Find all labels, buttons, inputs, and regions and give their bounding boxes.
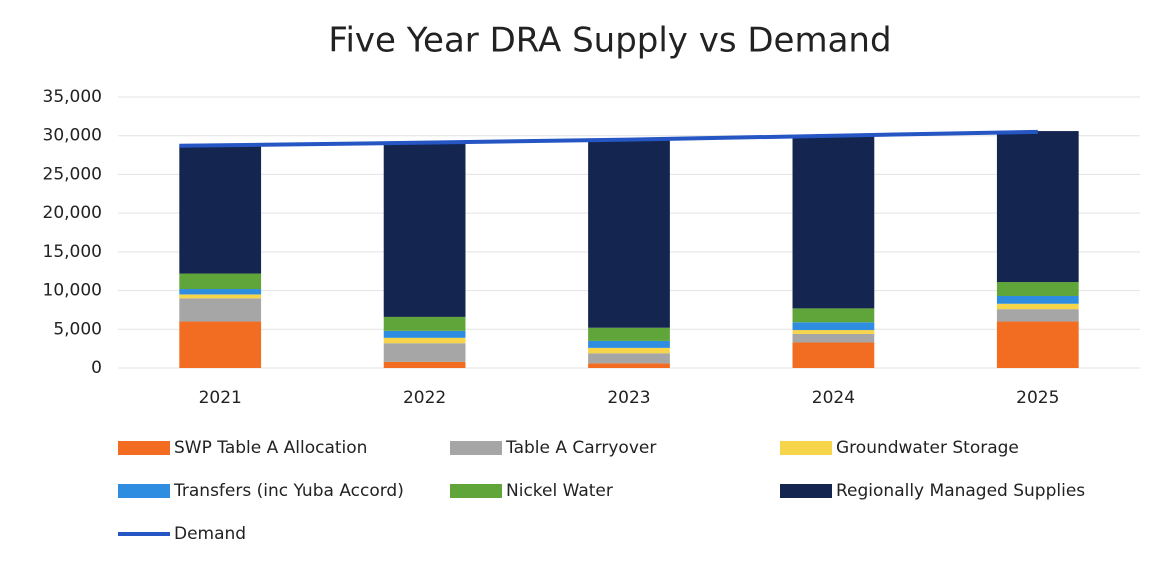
bar-segment bbox=[588, 347, 670, 354]
x-tick-label: 2023 bbox=[607, 388, 650, 408]
x-tick-label: 2022 bbox=[403, 388, 446, 408]
legend-swatch bbox=[118, 441, 170, 455]
bar-segment bbox=[383, 337, 466, 344]
bar-segment bbox=[792, 135, 875, 309]
bar-segment bbox=[792, 333, 875, 343]
bar-segment bbox=[996, 321, 1079, 368]
legend-label: Groundwater Storage bbox=[836, 438, 1019, 458]
bar-segment bbox=[996, 295, 1079, 304]
legend-swatch bbox=[118, 484, 170, 498]
bar-segment bbox=[383, 330, 466, 338]
legend-swatch bbox=[780, 441, 832, 455]
bar-segment bbox=[588, 363, 670, 368]
x-tick-label: 2021 bbox=[199, 388, 242, 408]
x-tick-label: 2025 bbox=[1016, 388, 1059, 408]
bar-segment bbox=[179, 321, 262, 368]
legend-label: Transfers (inc Yuba Accord) bbox=[173, 481, 404, 501]
y-tick-label: 15,000 bbox=[43, 242, 102, 262]
bar-segment bbox=[996, 282, 1079, 296]
bar-segment bbox=[792, 330, 875, 334]
bar-segment bbox=[588, 353, 670, 364]
bar-segment bbox=[179, 289, 262, 295]
y-tick-label: 35,000 bbox=[43, 87, 102, 107]
legend-label: SWP Table A Allocation bbox=[174, 438, 367, 458]
bar-segment bbox=[588, 327, 670, 341]
bar-segment bbox=[996, 309, 1079, 322]
y-tick-label: 20,000 bbox=[43, 203, 102, 223]
bar-segment bbox=[179, 273, 262, 290]
bar-segment bbox=[179, 294, 262, 299]
legend-swatch bbox=[450, 484, 502, 498]
chart-title: Five Year DRA Supply vs Demand bbox=[328, 21, 891, 61]
bar-segment bbox=[996, 131, 1079, 283]
bar-segment bbox=[383, 141, 466, 317]
bar-segment bbox=[792, 308, 875, 323]
bar-segment bbox=[792, 342, 875, 368]
bar-segment bbox=[383, 343, 466, 362]
legend-swatch bbox=[780, 484, 832, 498]
legend-label: Demand bbox=[174, 524, 246, 544]
bar-segment bbox=[996, 303, 1079, 310]
bar-segment bbox=[588, 138, 670, 328]
x-tick-label: 2024 bbox=[812, 388, 855, 408]
y-tick-label: 0 bbox=[91, 358, 102, 378]
bar-segment bbox=[383, 361, 466, 368]
y-tick-label: 10,000 bbox=[43, 281, 102, 301]
y-tick-label: 25,000 bbox=[43, 164, 102, 184]
bar-segment bbox=[179, 298, 262, 322]
bar-segment bbox=[588, 340, 670, 348]
bar-segment bbox=[383, 316, 466, 331]
bar-segment bbox=[179, 145, 262, 274]
bar-segment bbox=[792, 322, 875, 331]
legend-label: Table A Carryover bbox=[505, 438, 656, 458]
demand-line bbox=[179, 129, 1038, 148]
legend-swatch bbox=[450, 441, 502, 455]
legend-label: Regionally Managed Supplies bbox=[836, 481, 1085, 501]
y-tick-label: 5,000 bbox=[53, 319, 102, 339]
legend-label: Nickel Water bbox=[506, 481, 613, 501]
y-tick-label: 30,000 bbox=[43, 126, 102, 146]
